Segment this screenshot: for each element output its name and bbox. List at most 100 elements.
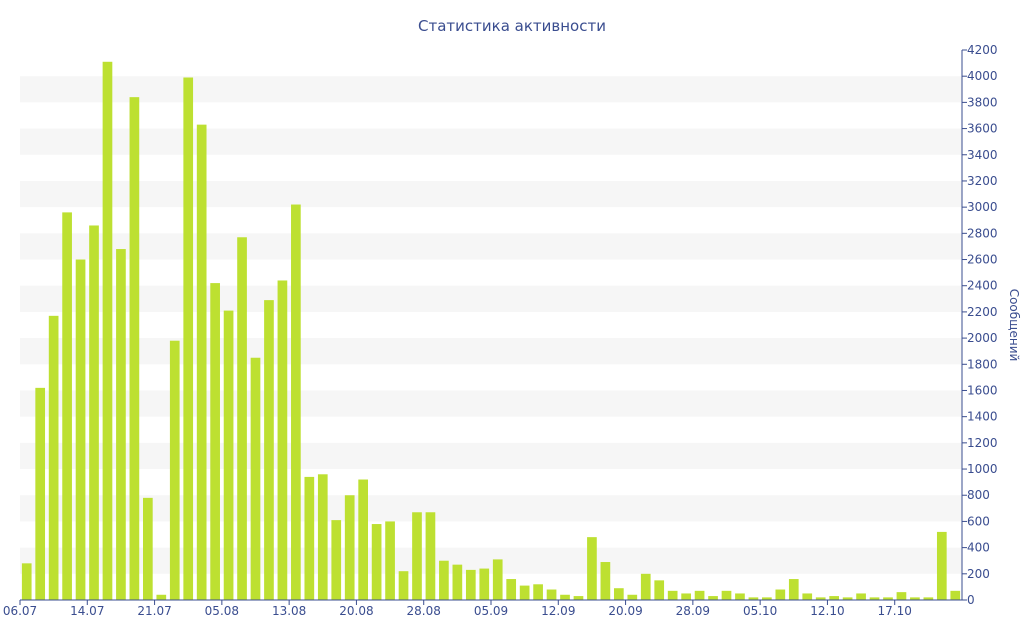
bar[interactable] — [398, 571, 409, 600]
bar[interactable] — [533, 584, 543, 600]
bar[interactable] — [116, 249, 126, 601]
bar[interactable] — [708, 596, 718, 600]
bar[interactable] — [102, 61, 113, 601]
bar[interactable] — [587, 537, 597, 600]
bar[interactable] — [667, 590, 678, 600]
bar[interactable] — [627, 594, 638, 600]
bar[interactable] — [223, 310, 234, 600]
bars-group — [21, 61, 961, 601]
y-ticks-group: 0 200 400 600 800 1000 1200 1400 1600 1800 2000 220… — [962, 43, 998, 607]
y-tick-label: 1000 — [967, 462, 998, 476]
bar[interactable] — [519, 585, 530, 600]
bar[interactable] — [681, 593, 691, 600]
bar[interactable] — [613, 588, 624, 600]
bar[interactable] — [385, 521, 395, 600]
bar[interactable] — [950, 590, 961, 600]
bar[interactable] — [802, 593, 813, 600]
y-tick-label: 2200 — [967, 305, 998, 319]
bar[interactable] — [317, 474, 328, 600]
y-tick-label: 4000 — [967, 69, 998, 83]
bar[interactable] — [748, 597, 759, 600]
y-tick-label: 2400 — [967, 279, 998, 293]
bar[interactable] — [452, 564, 463, 600]
bar[interactable] — [465, 569, 476, 600]
bar[interactable] — [304, 476, 315, 600]
x-tick-label: 17.10 — [878, 604, 912, 618]
x-tick-label: 20.09 — [608, 604, 642, 618]
bar[interactable] — [883, 597, 893, 600]
bar[interactable] — [896, 592, 907, 600]
bar[interactable] — [735, 593, 745, 600]
bar[interactable] — [75, 259, 86, 600]
bar[interactable] — [842, 597, 853, 600]
bar[interactable] — [573, 596, 584, 600]
grid-band — [20, 442, 962, 470]
bar[interactable] — [264, 300, 274, 600]
bar[interactable] — [600, 562, 611, 600]
bar[interactable] — [856, 593, 866, 600]
bar[interactable] — [762, 597, 772, 600]
bar[interactable] — [250, 357, 261, 600]
bar[interactable] — [89, 225, 99, 600]
bar[interactable] — [62, 212, 72, 600]
bar[interactable] — [815, 597, 826, 600]
x-tick-label: 05.08 — [205, 604, 239, 618]
grid-band — [20, 180, 962, 208]
x-tick-label: 06.07 — [3, 604, 37, 618]
bar[interactable] — [196, 124, 207, 601]
y-tick-label: 4200 — [967, 43, 998, 57]
bar[interactable] — [829, 596, 840, 600]
y-tick-label: 600 — [967, 514, 990, 528]
bar[interactable] — [936, 531, 947, 600]
x-tick-label: 05.10 — [743, 604, 777, 618]
grid-band — [20, 390, 962, 417]
grid-band — [20, 128, 962, 155]
x-tick-label: 12.09 — [541, 604, 575, 618]
bar[interactable] — [923, 597, 934, 600]
x-tick-label: 13.08 — [272, 604, 306, 618]
grid-band — [20, 495, 962, 522]
bar[interactable] — [492, 559, 503, 600]
bar[interactable] — [640, 573, 651, 600]
bar[interactable] — [869, 597, 880, 600]
grid-band — [20, 285, 962, 312]
bar[interactable] — [721, 590, 732, 600]
bar[interactable] — [48, 315, 59, 600]
bar[interactable] — [546, 589, 557, 600]
x-tick-label: 28.08 — [407, 604, 441, 618]
grid-bands — [20, 76, 962, 574]
grid-band — [20, 233, 962, 260]
bar[interactable] — [344, 495, 355, 600]
bar[interactable] — [479, 568, 490, 600]
bar[interactable] — [210, 283, 220, 600]
grid-band — [20, 76, 962, 103]
bar[interactable] — [425, 512, 436, 600]
bar[interactable] — [506, 579, 517, 600]
bar[interactable] — [35, 387, 46, 600]
bar[interactable] — [156, 594, 167, 600]
bar[interactable] — [277, 280, 288, 600]
bar[interactable] — [788, 579, 799, 600]
bar[interactable] — [371, 524, 382, 600]
bar[interactable] — [775, 589, 786, 600]
bar[interactable] — [910, 597, 920, 600]
bar[interactable] — [129, 97, 140, 601]
bar[interactable] — [237, 237, 247, 600]
bar[interactable] — [169, 340, 180, 600]
y-tick-label: 2600 — [967, 253, 998, 267]
bar[interactable] — [21, 563, 32, 600]
y-tick-label: 2800 — [967, 226, 998, 240]
bar[interactable] — [291, 204, 301, 600]
bar[interactable] — [358, 479, 369, 600]
chart-title: Статистика активности — [418, 17, 606, 35]
x-tick-label: 28.09 — [676, 604, 710, 618]
bar[interactable] — [331, 520, 342, 600]
bar[interactable] — [183, 77, 194, 601]
bar[interactable] — [142, 497, 153, 600]
bar[interactable] — [412, 512, 422, 600]
bar[interactable] — [439, 560, 449, 600]
bar[interactable] — [560, 594, 570, 600]
bar[interactable] — [694, 590, 705, 600]
bar[interactable] — [654, 580, 665, 600]
